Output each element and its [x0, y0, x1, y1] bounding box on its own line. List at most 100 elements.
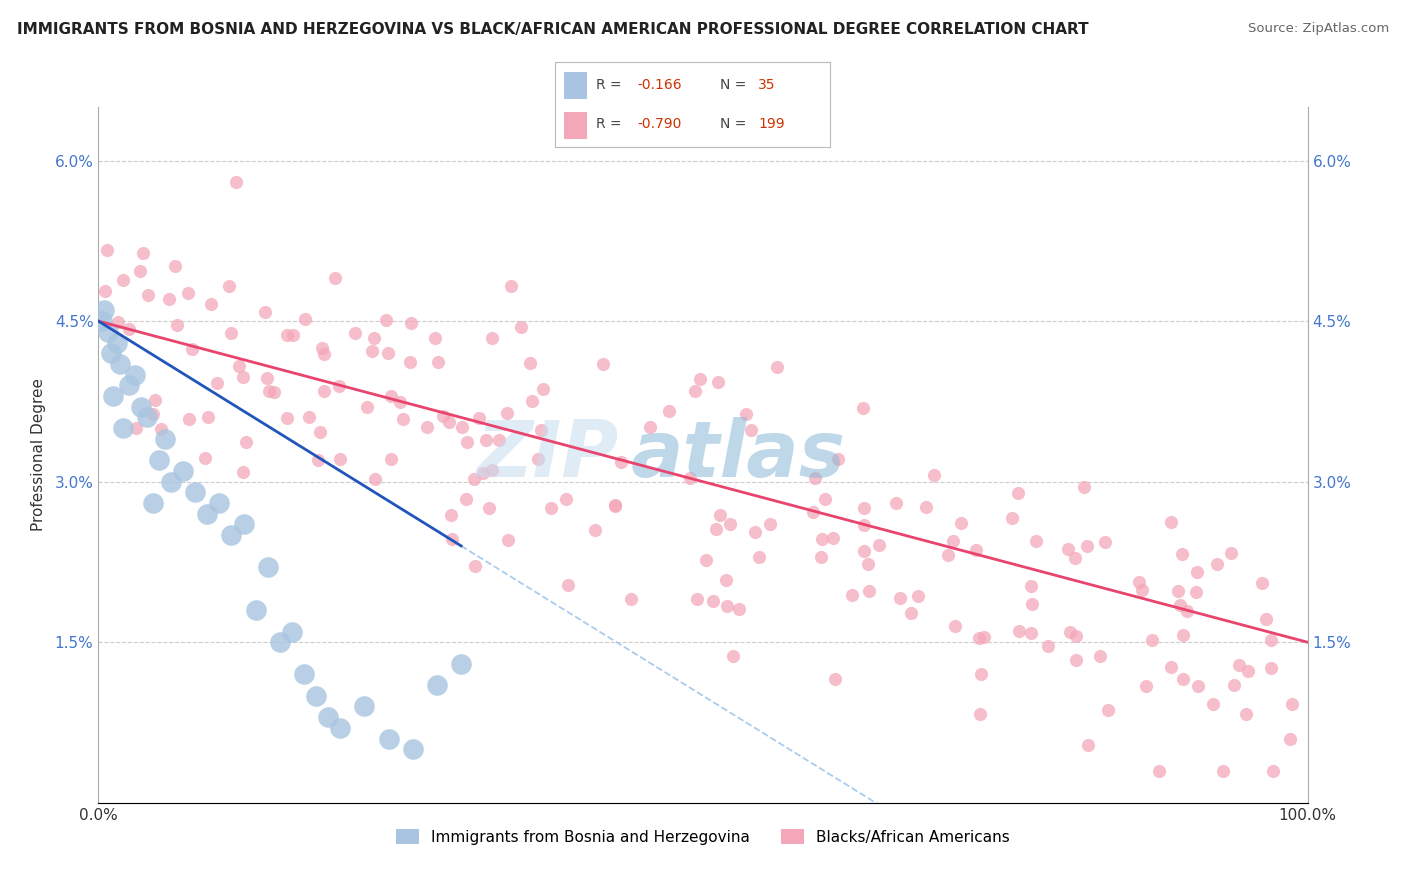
Point — [312, 347, 335, 361]
Point — [475, 433, 498, 447]
Point — [1076, 739, 1098, 753]
Point — [803, 471, 825, 485]
Point — [467, 411, 489, 425]
Point — [108, 357, 131, 371]
Point — [328, 379, 350, 393]
Point — [195, 507, 218, 521]
Point — [1227, 658, 1250, 673]
Point — [325, 271, 347, 285]
Point — [401, 316, 423, 330]
Point — [124, 368, 146, 382]
Point — [1097, 703, 1119, 717]
Text: R =: R = — [596, 78, 627, 92]
Point — [583, 524, 606, 538]
Point — [495, 406, 517, 420]
Point — [530, 424, 553, 438]
Point — [886, 496, 908, 510]
Point — [1170, 598, 1192, 612]
Point — [142, 496, 165, 510]
Text: IMMIGRANTS FROM BOSNIA AND HERZEGOVINA VS BLACK/AFRICAN AMERICAN PROFESSIONAL DE: IMMIGRANTS FROM BOSNIA AND HERZEGOVINA V… — [17, 22, 1088, 37]
Point — [132, 245, 155, 260]
Point — [235, 434, 257, 449]
Point — [942, 534, 965, 549]
Point — [811, 532, 834, 546]
Point — [101, 389, 124, 403]
Point — [256, 371, 278, 385]
Point — [853, 518, 876, 533]
Point — [555, 492, 578, 507]
Point — [824, 672, 846, 686]
Point — [208, 496, 231, 510]
Point — [900, 606, 922, 620]
Point — [160, 475, 183, 489]
Point — [758, 516, 780, 531]
Point — [1149, 764, 1171, 778]
Point — [149, 422, 172, 436]
Point — [118, 378, 141, 392]
Point — [165, 259, 187, 273]
Point — [312, 384, 335, 399]
Point — [402, 742, 425, 756]
Point — [1019, 625, 1042, 640]
Point — [1007, 485, 1029, 500]
Point — [1187, 679, 1209, 693]
Point — [1202, 697, 1225, 711]
Point — [605, 498, 627, 512]
Point — [949, 516, 972, 530]
Point — [638, 420, 661, 434]
Point — [1237, 664, 1260, 678]
Point — [658, 403, 681, 417]
Point — [311, 341, 333, 355]
Point — [415, 420, 437, 434]
Point — [111, 421, 134, 435]
Point — [399, 355, 422, 369]
Point — [329, 451, 352, 466]
Point — [450, 657, 472, 671]
Text: Source: ZipAtlas.com: Source: ZipAtlas.com — [1249, 22, 1389, 36]
Point — [1185, 584, 1208, 599]
Point — [735, 407, 758, 421]
Point — [118, 321, 141, 335]
Point — [609, 455, 631, 469]
Point — [364, 472, 387, 486]
Point — [557, 578, 579, 592]
Point — [253, 305, 276, 319]
Point — [1135, 680, 1157, 694]
Point — [257, 384, 280, 399]
Point — [177, 411, 200, 425]
Point — [93, 303, 115, 318]
Point — [1036, 639, 1059, 653]
Point — [679, 471, 702, 485]
Point — [714, 573, 737, 587]
Point — [1076, 540, 1098, 554]
Point — [361, 344, 384, 359]
Point — [205, 376, 228, 390]
Point — [1128, 575, 1150, 590]
Point — [969, 667, 991, 681]
Point — [232, 369, 254, 384]
Point — [200, 296, 222, 310]
Point — [488, 433, 510, 447]
Point — [1094, 535, 1116, 549]
Point — [228, 359, 250, 374]
Point — [1064, 629, 1087, 643]
Point — [821, 531, 844, 545]
Point — [852, 500, 875, 515]
Point — [451, 419, 474, 434]
Point — [148, 453, 170, 467]
Point — [105, 335, 128, 350]
Y-axis label: Professional Degree: Professional Degree — [31, 378, 46, 532]
Point — [232, 465, 254, 479]
Point — [166, 318, 188, 333]
Point — [471, 466, 494, 480]
Point — [94, 284, 117, 298]
Point — [721, 648, 744, 663]
Point — [439, 508, 461, 522]
Point — [276, 328, 298, 343]
Point — [531, 382, 554, 396]
Point — [766, 359, 789, 374]
Point — [1281, 698, 1303, 712]
Point — [1073, 480, 1095, 494]
Point — [695, 553, 717, 567]
Point — [686, 592, 709, 607]
